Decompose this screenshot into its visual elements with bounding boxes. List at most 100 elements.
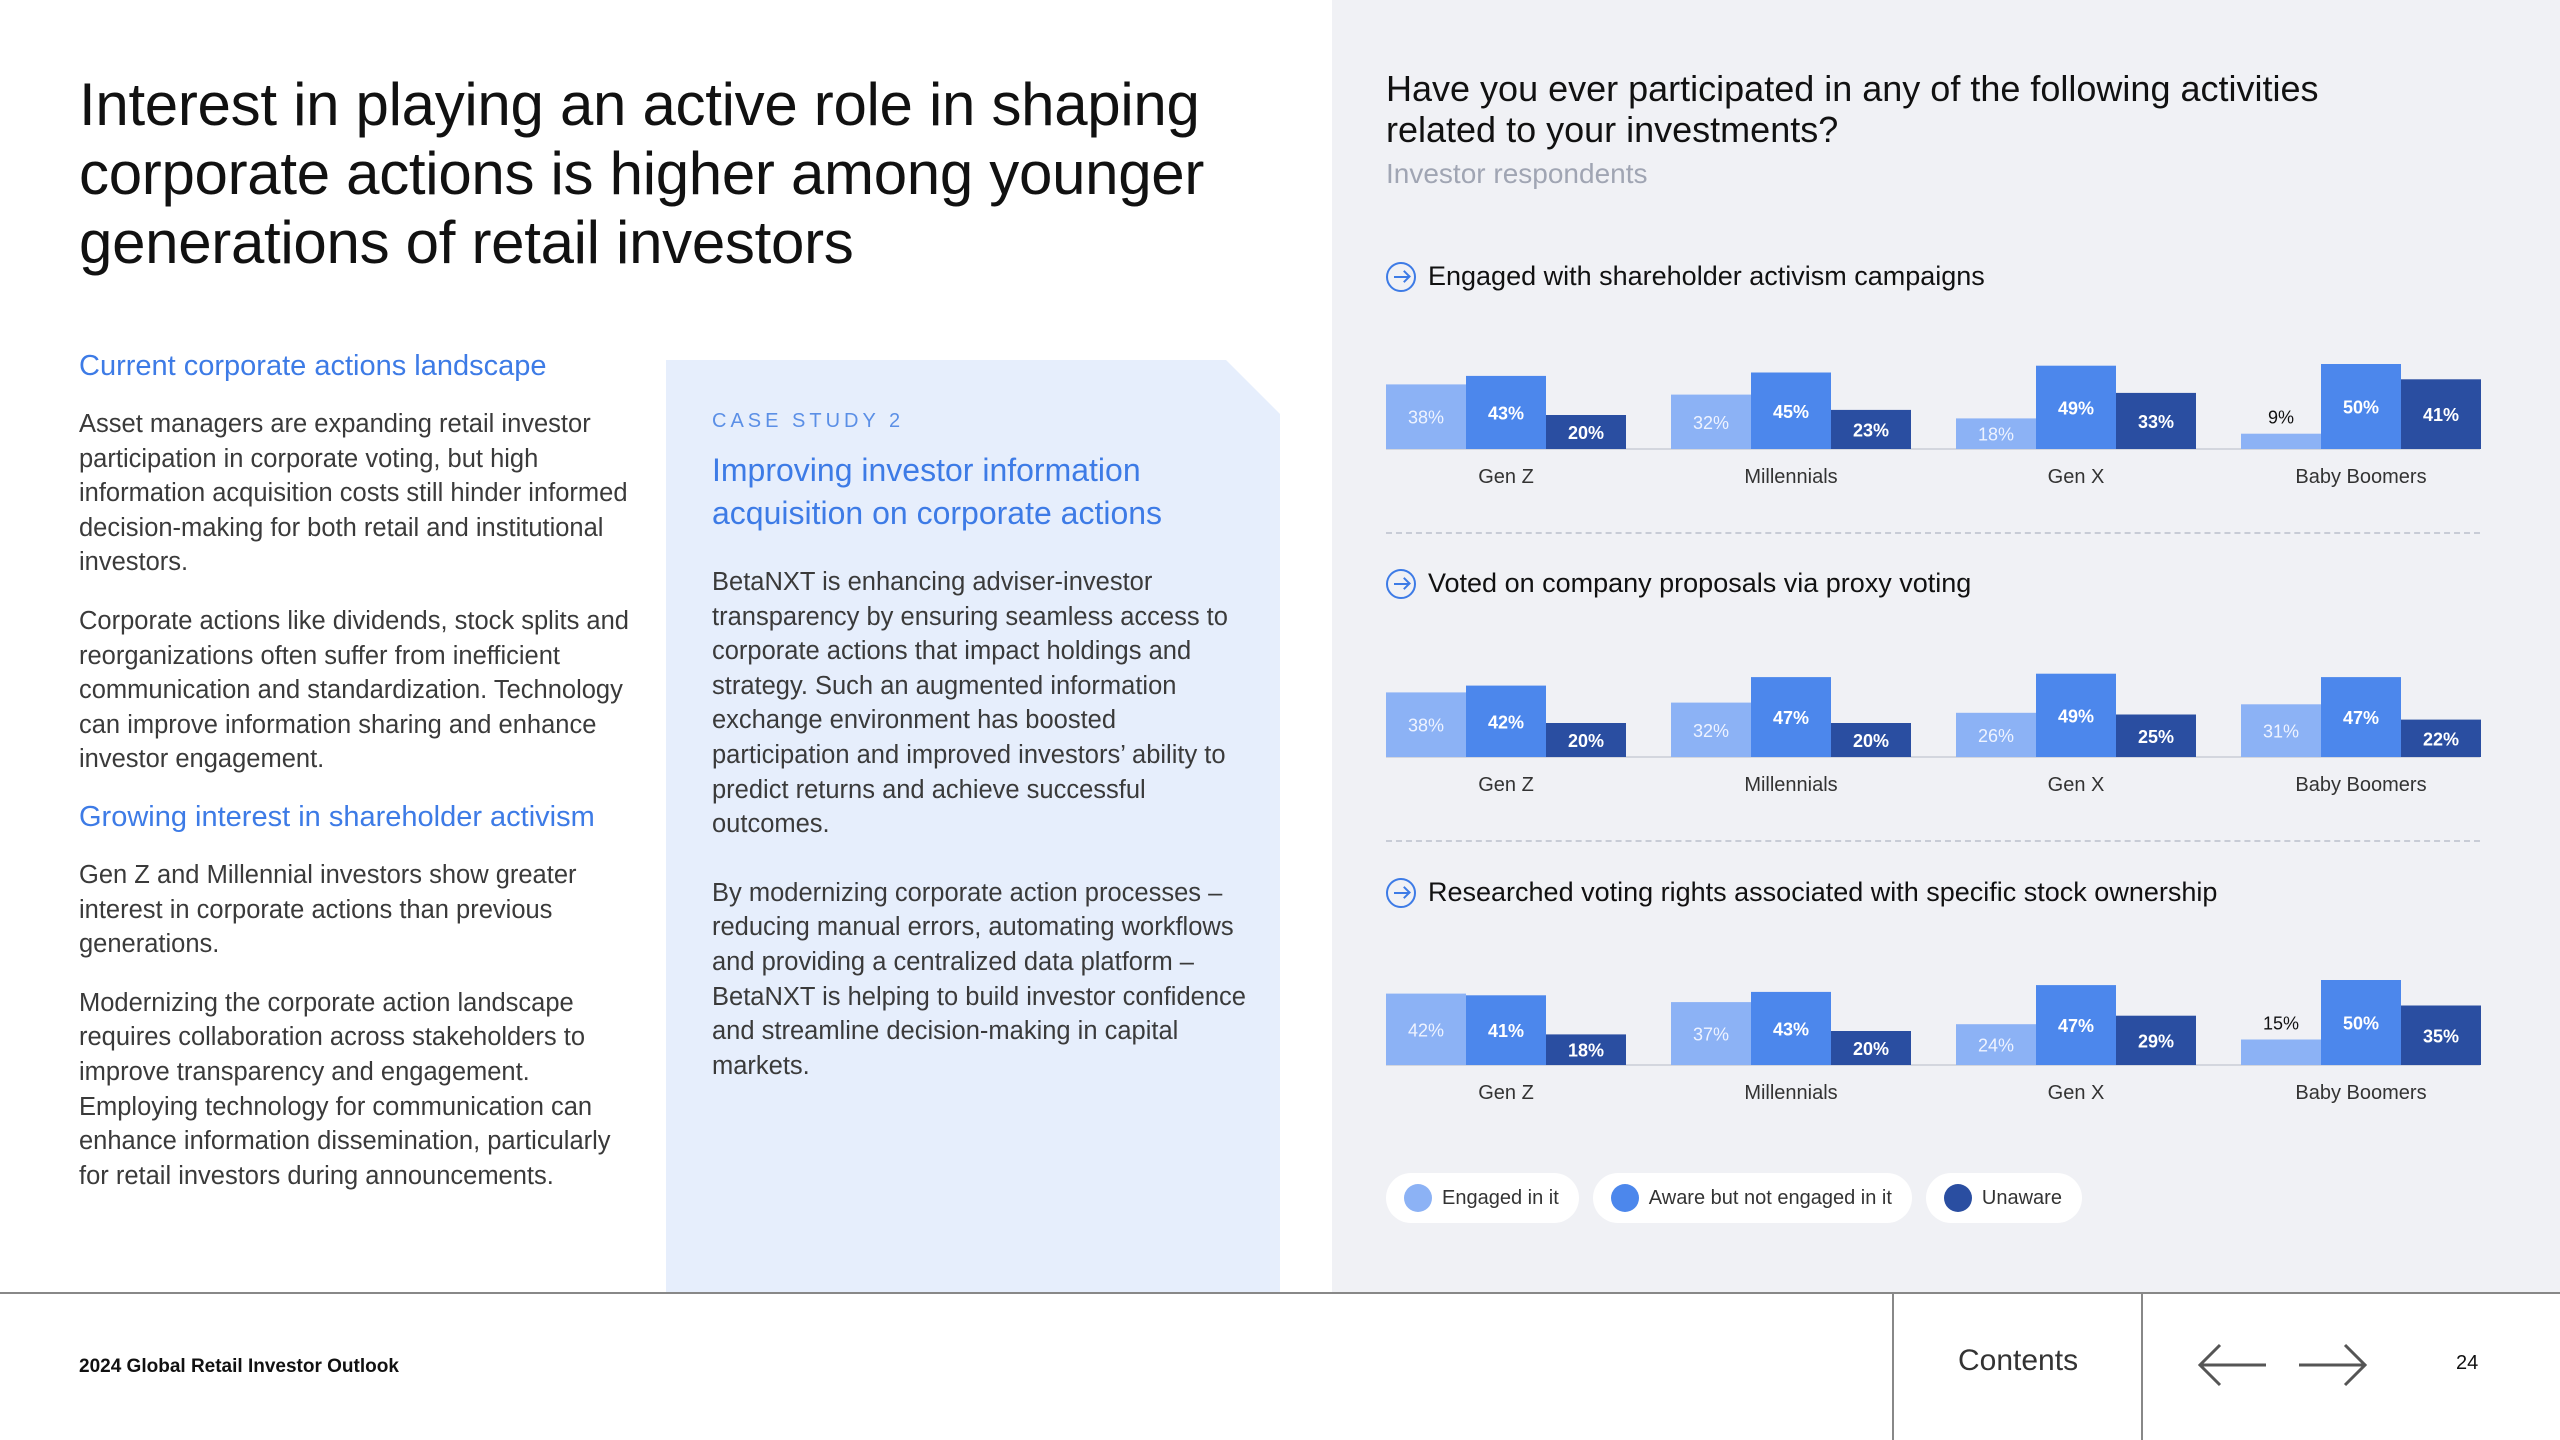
chart-panel-title: Voted on company proposals via proxy vot… (1428, 568, 1972, 598)
chart-panel-heading: Engaged with shareholder activism campai… (1386, 261, 1985, 292)
category-label: Gen Z (1478, 774, 1534, 796)
bar-value-label: 47% (1773, 708, 1809, 728)
bar-value-label: 24% (1978, 1036, 2014, 1056)
bar-value-label: 45% (1773, 402, 1809, 422)
arrow-right-icon[interactable] (2297, 1340, 2369, 1390)
section-heading-landscape: Current corporate actions landscape (79, 350, 547, 382)
bar (2241, 704, 2321, 757)
arrow-circle-icon (1386, 261, 1416, 292)
page-title: Interest in playing an active role in sh… (79, 71, 1205, 276)
legend-swatch (1610, 1184, 1639, 1212)
bar-value-label: 18% (1568, 1041, 1604, 1061)
bar-value-label: 9% (2268, 408, 2294, 428)
bar-value-label: 41% (1488, 1021, 1524, 1041)
paragraph: Asset managers are expanding retail inve… (79, 410, 628, 577)
bar-value-label: 35% (2423, 1026, 2459, 1046)
bar-value-label: 22% (2423, 729, 2459, 749)
bar (2241, 1039, 2321, 1065)
category-label: Gen X (2048, 1082, 2105, 1104)
legend-item-aware: Aware but not engaged in it (1592, 1173, 1912, 1223)
bar (1386, 993, 1466, 1065)
bar (2321, 980, 2401, 1065)
arrow-circle-icon (1386, 568, 1416, 599)
bar (2036, 673, 2116, 757)
bar-value-label: 20% (1568, 423, 1604, 443)
chart-panel-title: Engaged with shareholder activism campai… (1428, 261, 1985, 291)
bar (1831, 409, 1911, 449)
category-label: Gen X (2048, 774, 2105, 796)
bar (2241, 433, 2321, 449)
legend-label: Aware but not engaged in it (1648, 1186, 1892, 1209)
category-label: Gen X (2048, 466, 2105, 488)
bar-value-label: 42% (1408, 1020, 1444, 1040)
arrow-left-icon[interactable] (2196, 1340, 2268, 1390)
bar (1386, 384, 1466, 449)
bar-value-label: 49% (2058, 398, 2094, 418)
bar-value-label: 41% (2423, 405, 2459, 425)
category-label: Gen Z (1478, 1082, 1534, 1104)
bar (2116, 1015, 2196, 1065)
bar (1546, 415, 1626, 449)
bar-value-label: 20% (1853, 1039, 1889, 1059)
legend-item-unaware: Unaware (1925, 1173, 2082, 1223)
bar (1386, 692, 1466, 757)
bar (2036, 365, 2116, 449)
footer-separator (1892, 1292, 1894, 1440)
category-label: Millennials (1744, 466, 1837, 488)
bar-value-label: 26% (1978, 726, 2014, 746)
bar-value-label: 32% (1693, 721, 1729, 741)
bar-value-label: 37% (1693, 1025, 1729, 1045)
paragraph: Gen Z and Millennial investors show grea… (79, 860, 577, 959)
bar (1546, 1034, 1626, 1065)
report-name: 2024 Global Retail Investor Outlook (79, 1356, 399, 1377)
bar-value-label: 38% (1408, 408, 1444, 428)
case-study-paragraph: BetaNXT is enhancing adviser-investor tr… (712, 568, 1228, 839)
bar (1956, 712, 2036, 757)
bar-charts: 38% 43% 20% Gen Z 32% 45% 23% Millennials 18% 49%… (1386, 364, 2481, 1104)
contents-link[interactable]: Contents (1958, 1344, 2079, 1377)
bar-value-label: 50% (2343, 398, 2379, 418)
bar-value-label: 43% (1488, 403, 1524, 423)
dashed-divider (1386, 840, 2480, 842)
right-panel (1332, 0, 2560, 1292)
chart-panel-title: Researched voting rights associated with… (1428, 877, 2218, 907)
section-heading-activism: Growing interest in shareholder activism (79, 800, 595, 833)
page-number: 24 (2456, 1352, 2479, 1374)
bar (1751, 677, 1831, 757)
bar (1751, 372, 1831, 449)
footer-separator (2141, 1292, 2143, 1440)
chart-panel-heading: Voted on company proposals via proxy vot… (1386, 568, 1971, 599)
case-study-label: CASE STUDY 2 (712, 410, 905, 432)
bar-value-label: 47% (2058, 1016, 2094, 1036)
bar (2321, 364, 2401, 449)
legend-label: Unaware (1981, 1186, 2062, 1209)
dashed-divider (1386, 532, 2480, 534)
bar-value-label: 47% (2343, 708, 2379, 728)
paragraph: Modernizing the corporate action landsca… (79, 988, 611, 1190)
bar (2401, 719, 2481, 757)
bar (2321, 677, 2401, 757)
left-column: Current corporate actions landscape Asse… (79, 350, 639, 1217)
chart-legend: Engaged in it Aware but not engaged in i… (1386, 1173, 2082, 1223)
chart-title: Have you ever participated in any of the… (1386, 68, 2319, 150)
bar (2401, 379, 2481, 449)
case-study-box: CASE STUDY 2 Improving investor informat… (666, 360, 1280, 1292)
bar-value-label: 20% (1853, 731, 1889, 751)
paragraph: Corporate actions like dividends, stock … (79, 606, 629, 774)
chart-panel-heading: Researched voting rights associated with… (1386, 877, 2217, 908)
bar (1751, 991, 1831, 1065)
bar-value-label: 20% (1568, 731, 1604, 751)
bar-value-label: 29% (2138, 1031, 2174, 1051)
bar (1546, 723, 1626, 757)
bar-value-label: 49% (2058, 706, 2094, 726)
bar-value-label: 23% (1853, 420, 1889, 440)
bar-value-label: 50% (2343, 1014, 2379, 1034)
bar (1466, 995, 1546, 1065)
bar (1671, 394, 1751, 449)
category-label: Millennials (1744, 774, 1837, 796)
bar (1671, 702, 1751, 757)
bar (1831, 723, 1911, 757)
bar-value-label: 32% (1693, 413, 1729, 433)
bar (1956, 1024, 2036, 1065)
bar (1466, 685, 1546, 757)
